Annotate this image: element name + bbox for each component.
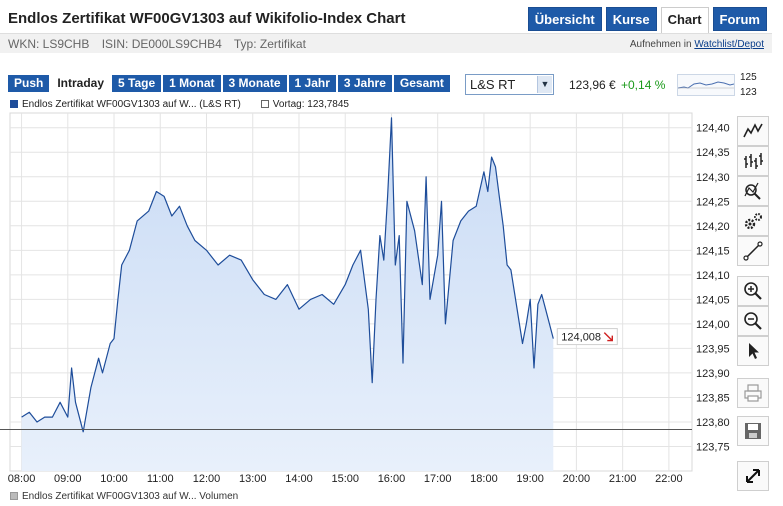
security-meta: WKN: LS9CHB ISIN: DE000LS9CHB4 Typ: Zert… [8,37,315,51]
info-bar: WKN: LS9CHB ISIN: DE000LS9CHB4 Typ: Zert… [0,33,772,53]
period-push[interactable]: Push [8,75,50,92]
legend-previous-swatch [260,100,269,108]
nav-tabs: Übersicht Kurse Chart Forum [527,7,767,33]
settings-icon [744,213,762,230]
tab-kurse[interactable]: Kurse [605,7,657,31]
exchange-value: L&S RT [470,77,516,92]
line-chart-tool[interactable] [737,116,769,146]
volume-legend-swatch [10,492,18,500]
mini-chart[interactable] [677,74,735,96]
volume-legend-label: Endlos Zertifikat WF00GV1303 auf W... Vo… [22,491,239,502]
legend-series-swatch [10,100,18,108]
last-value-box [556,328,618,346]
y-tick-label: 124,30 [696,172,730,184]
tab-chart[interactable]: Chart [660,7,709,33]
zoom-out-tool[interactable] [737,306,769,336]
period-1-jahr[interactable]: 1 Jahr [288,75,336,92]
y-tick-label: 123,95 [696,343,730,355]
y-tick-label: 124,25 [696,196,730,208]
volume-legend: Endlos Zertifikat WF00GV1303 auf W... Vo… [10,491,238,502]
indicator-icon [744,182,761,200]
settings-tool[interactable] [737,206,769,236]
x-tick-label: 08:00 [8,473,36,485]
print-tool[interactable] [737,378,769,408]
x-tick-label: 09:00 [54,473,82,485]
line-chart-icon [743,123,763,138]
pointer-tool[interactable] [737,336,769,366]
period-3-jahre[interactable]: 3 Jahre [337,75,392,92]
legend-series: Endlos Zertifikat WF00GV1303 auf W... (L… [10,99,241,110]
y-tick-label: 123,75 [696,441,730,453]
draw-icon [743,241,763,261]
watchlist-prefix: Aufnehmen in [629,39,692,50]
fullscreen-tool[interactable] [737,461,769,491]
wkn-label: WKN: LS9CHB [8,37,90,51]
y-tick-label: 124,15 [696,245,730,257]
tab-forum[interactable]: Forum [712,7,767,31]
y-tick-label: 124,05 [696,294,730,306]
mini-chart-low: 123 [740,87,757,98]
price-line [21,117,554,433]
mini-chart-line [677,75,735,95]
x-tick-label: 12:00 [193,473,221,485]
pointer-icon [749,343,759,359]
period-1-monat[interactable]: 1 Monat [163,75,221,92]
exchange-select[interactable]: L&S RT ▼ [465,74,554,95]
last-value-label: 124,008 [561,332,601,344]
zoom-in-icon [744,282,762,300]
y-tick-label: 124,10 [696,270,730,282]
x-tick-label: 14:00 [285,473,313,485]
period-selector: Push Intraday 5 Tage 1 Monat 3 Monate 1 … [8,75,450,92]
save-icon [745,423,761,439]
indicator-tool[interactable] [737,176,769,206]
y-tick-label: 124,40 [696,123,730,135]
watchlist-add: Aufnehmen in Watchlist/Depot [630,39,764,50]
mini-chart-high: 125 [740,72,757,83]
price-change: +0,14 % [621,78,666,92]
legend-previous: Vortag: 123,7845 [260,99,349,110]
chevron-down-icon: ▼ [537,76,552,93]
legend-previous-label: Vortag: 123,7845 [272,99,349,110]
y-tick-label: 123,85 [696,392,730,404]
y-tick-label: 124,35 [696,147,730,159]
zoom-out-icon [744,312,762,330]
period-intraday[interactable]: Intraday [51,75,111,92]
save-tool[interactable] [737,416,769,446]
y-tick-label: 124,20 [696,221,730,233]
type-label: Typ: Zertifikat [233,37,306,51]
period-3-monate[interactable]: 3 Monate [222,75,287,92]
x-tick-label: 19:00 [516,473,544,485]
x-tick-label: 20:00 [563,473,591,485]
last-price: 123,96 € [569,78,616,92]
period-5-tage[interactable]: 5 Tage [112,75,162,92]
period-gesamt[interactable]: Gesamt [393,75,450,92]
x-tick-label: 22:00 [655,473,683,485]
x-tick-label: 10:00 [100,473,128,485]
print-icon [744,384,762,402]
fullscreen-icon [746,469,760,483]
x-tick-label: 15:00 [331,473,359,485]
down-arrow-icon [603,332,613,342]
x-tick-label: 13:00 [239,473,267,485]
zoom-in-tool[interactable] [737,276,769,306]
y-tick-label: 123,90 [696,368,730,380]
x-tick-label: 21:00 [609,473,637,485]
x-tick-label: 11:00 [147,473,174,485]
page-title: Endlos Zertifikat WF00GV1303 auf Wikifol… [8,10,406,27]
x-tick-label: 16:00 [378,473,406,485]
y-tick-label: 124,00 [696,319,730,331]
draw-tool[interactable] [737,236,769,266]
watchlist-link[interactable]: Watchlist/Depot [694,39,764,50]
ohlc-chart-tool[interactable] [737,146,769,176]
tab-uebersicht[interactable]: Übersicht [527,7,602,31]
x-tick-label: 18:00 [470,473,498,485]
y-tick-label: 123,80 [696,417,730,429]
x-tick-label: 17:00 [424,473,452,485]
legend-series-label: Endlos Zertifikat WF00GV1303 auf W... (L… [22,99,241,110]
isin-label: ISIN: DE000LS9CHB4 [101,37,222,51]
chart-legend: Endlos Zertifikat WF00GV1303 auf W... (L… [10,99,349,110]
ohlc-chart-icon [744,153,763,169]
price-area [21,117,554,472]
